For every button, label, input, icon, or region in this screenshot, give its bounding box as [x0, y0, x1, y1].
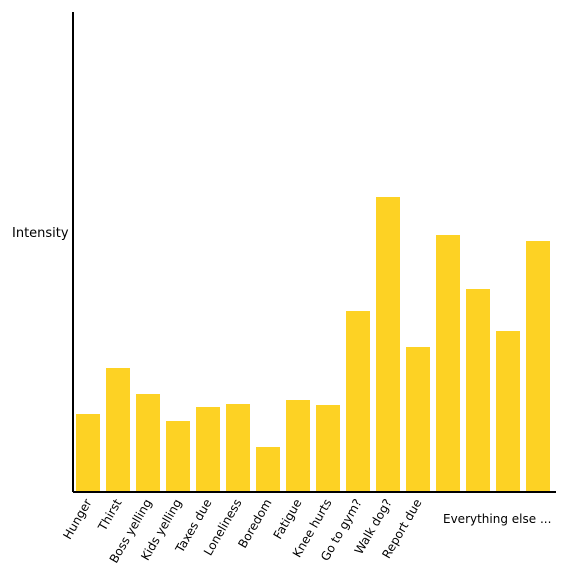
bar: [106, 368, 130, 492]
x-tick-label: Thirst: [95, 496, 125, 534]
bar: [436, 235, 460, 492]
bar: [316, 405, 340, 492]
bars-group: [76, 197, 550, 492]
bar: [76, 414, 100, 492]
bar: [226, 404, 250, 492]
bar: [256, 447, 280, 492]
bar: [136, 394, 160, 492]
bar: [526, 241, 550, 492]
bar: [166, 421, 190, 492]
x-tick-label: Hunger: [60, 496, 94, 541]
bar: [286, 400, 310, 492]
bar: [496, 331, 520, 492]
bar: [376, 197, 400, 492]
bar: [196, 407, 220, 492]
y-axis-label: Intensity: [12, 226, 69, 241]
bar: [346, 311, 370, 492]
bar: [466, 289, 490, 492]
everything-else-annotation: Everything else ...: [443, 512, 551, 526]
bar: [406, 347, 430, 492]
